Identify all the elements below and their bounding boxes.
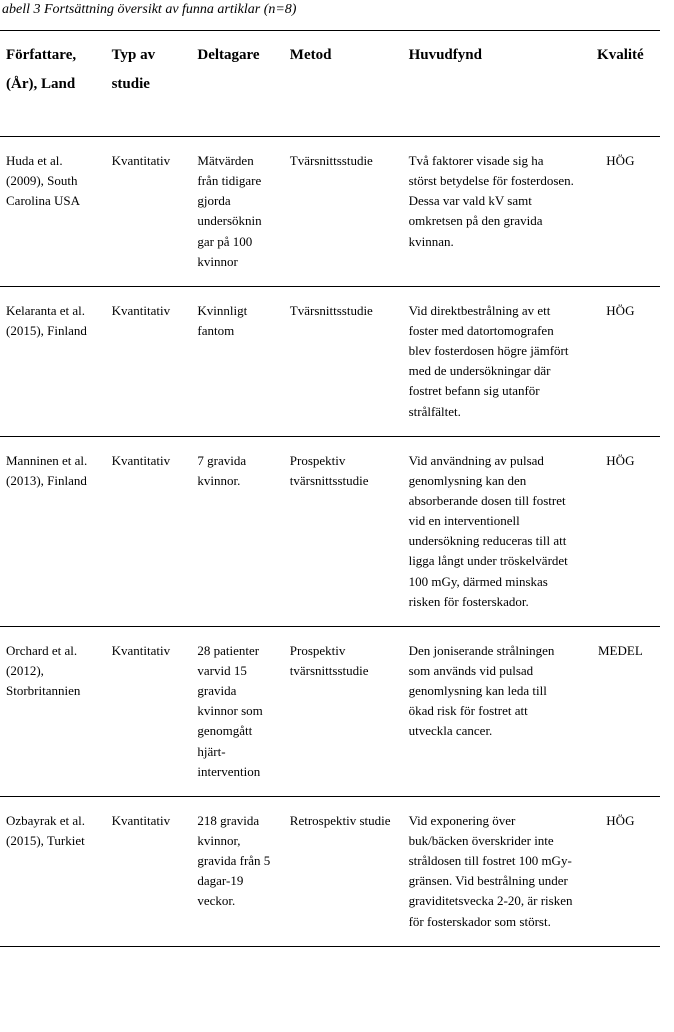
cell-quality: HÖG [581,796,660,946]
cell-author: Ozbayrak et al. (2015), Turkiet [0,796,106,946]
cell-type: Kvantitativ [106,286,192,436]
cell-author: Orchard et al. (2012), Storbritannien [0,626,106,796]
cell-participants: 218 gravida kvinnor, gravida från 5 daga… [191,796,283,946]
header-quality: Kvalité [581,31,660,137]
cell-participants: 28 patienter varvid 15 gravida kvinnor s… [191,626,283,796]
header-findings: Huvudfynd [403,31,581,137]
table-row: Orchard et al. (2012), Storbritannien Kv… [0,626,660,796]
cell-type: Kvantitativ [106,137,192,287]
cell-quality: MEDEL [581,626,660,796]
header-method: Metod [284,31,403,137]
cell-participants: Kvinnligt fantom [191,286,283,436]
cell-quality: HÖG [581,137,660,287]
cell-findings: Vid exponering över buk/bäcken överskrid… [403,796,581,946]
table-caption: abell 3 Fortsättning översikt av funna a… [0,0,660,30]
header-author: Författare, (År), Land [0,31,106,137]
cell-method: Prospektiv tvärsnittsstudie [284,626,403,796]
header-participants: Deltagare [191,31,283,137]
cell-method: Tvärsnittsstudie [284,286,403,436]
cell-type: Kvantitativ [106,436,192,626]
cell-participants: 7 gravida kvinnor. [191,436,283,626]
cell-type: Kvantitativ [106,626,192,796]
header-type: Typ av studie [106,31,192,137]
cell-findings: Vid användning av pulsad genomlysning ka… [403,436,581,626]
cell-findings: Vid direktbestrålning av ett foster med … [403,286,581,436]
cell-method: Tvärsnittsstudie [284,137,403,287]
table-row: Kelaranta et al. (2015), Finland Kvantit… [0,286,660,436]
cell-author: Huda et al. (2009), South Carolina USA [0,137,106,287]
table-row: Huda et al. (2009), South Carolina USA K… [0,137,660,287]
cell-author: Manninen et al. (2013), Finland [0,436,106,626]
article-overview-table: Författare, (År), Land Typ av studie Del… [0,30,660,947]
cell-quality: HÖG [581,436,660,626]
cell-quality: HÖG [581,286,660,436]
table-row: Ozbayrak et al. (2015), Turkiet Kvantita… [0,796,660,946]
cell-method: Retrospektiv studie [284,796,403,946]
table-row: Manninen et al. (2013), Finland Kvantita… [0,436,660,626]
cell-findings: Den joniserande strålningen som används … [403,626,581,796]
cell-participants: Mätvärden från tidigare gjorda undersökn… [191,137,283,287]
cell-findings: Två faktorer visade sig ha störst betyde… [403,137,581,287]
cell-type: Kvantitativ [106,796,192,946]
cell-method: Prospektiv tvärsnittsstudie [284,436,403,626]
cell-author: Kelaranta et al. (2015), Finland [0,286,106,436]
table-header-row: Författare, (År), Land Typ av studie Del… [0,31,660,137]
